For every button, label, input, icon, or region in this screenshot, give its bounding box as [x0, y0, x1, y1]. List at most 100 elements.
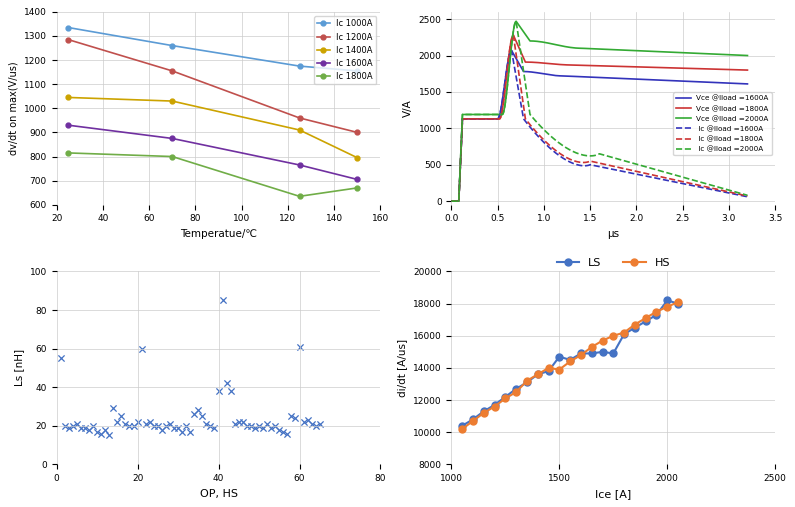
Point — [119, 420, 132, 428]
Point — [188, 410, 200, 418]
Y-axis label: dv/dt on max(V/us): dv/dt on max(V/us) — [8, 61, 18, 155]
HS — [598, 338, 607, 344]
LS — [490, 402, 499, 408]
LS — [457, 423, 467, 429]
HS — [662, 304, 672, 310]
Vce @Iload =2000A — [743, 53, 752, 59]
Point — [99, 425, 111, 433]
HS — [652, 309, 661, 315]
LS — [555, 353, 564, 359]
LS — [598, 349, 607, 355]
 Ic @Iload =2000A — [525, 112, 535, 118]
 Ic @Iload =1800A — [737, 192, 747, 198]
Legend: Ic 1000A, Ic 1200A, Ic 1400A, Ic 1600A, Ic 1800A: Ic 1000A, Ic 1200A, Ic 1400A, Ic 1600A, … — [314, 16, 376, 84]
 Ic @Iload =1800A — [509, 32, 518, 38]
Vce @Iload =2000A — [590, 46, 599, 52]
LS — [608, 350, 618, 356]
Point — [216, 296, 229, 304]
Vce @Iload =1800A — [581, 62, 591, 68]
Point — [87, 422, 99, 430]
Point — [164, 420, 176, 428]
 Ic @Iload =2000A — [457, 133, 467, 139]
Point — [115, 412, 128, 420]
Point — [305, 420, 318, 428]
Point — [127, 422, 140, 430]
HS — [587, 344, 596, 350]
 Ic @Iload =1800A — [743, 193, 752, 199]
Point — [301, 416, 314, 424]
 Ic @Iload =1800A — [497, 109, 506, 115]
LS — [576, 350, 586, 356]
Point — [83, 425, 95, 433]
Y-axis label: V/A: V/A — [403, 99, 413, 117]
LS — [619, 331, 629, 337]
Point — [200, 420, 213, 428]
LS — [565, 357, 575, 363]
Vce @Iload =2000A — [657, 49, 667, 55]
Vce @Iload =1800A — [509, 32, 518, 38]
LS — [479, 408, 488, 414]
 Ic @Iload =1600A — [473, 116, 483, 122]
Vce @Iload =1600A — [648, 77, 657, 83]
HS — [673, 299, 683, 305]
LS — [522, 379, 532, 385]
Vce @Iload =1800A — [447, 198, 456, 204]
HS — [457, 426, 467, 432]
Vce @Iload =2000A — [541, 40, 551, 46]
HS — [479, 410, 488, 416]
Point — [172, 424, 184, 432]
 Ic @Iload =1600A — [519, 116, 529, 122]
HS — [544, 365, 553, 371]
Point — [232, 418, 245, 426]
Vce @Iload =1800A — [545, 60, 554, 66]
 Ic @Iload =1600A — [506, 47, 516, 53]
Line: Ic 1800A: Ic 1800A — [66, 151, 360, 199]
Point — [143, 418, 156, 426]
Point — [62, 424, 75, 432]
Point — [156, 425, 169, 433]
 Ic @Iload =2000A — [500, 104, 510, 110]
 Ic @Iload =1800A — [447, 198, 456, 204]
X-axis label: OP, HS: OP, HS — [200, 489, 238, 499]
X-axis label: Ice [A]: Ice [A] — [595, 489, 631, 499]
 Ic @Iload =1600A — [454, 198, 463, 204]
Line: Vce @Iload =1800A: Vce @Iload =1800A — [452, 35, 747, 201]
 Ic @Iload =1800A — [454, 198, 463, 204]
Ic 1600A — [64, 122, 73, 128]
LS — [652, 312, 661, 318]
Point — [71, 420, 83, 428]
Vce @Iload =2000A — [511, 18, 521, 24]
LS — [587, 350, 596, 356]
Vce @Iload =1600A — [531, 69, 541, 76]
Ic 1800A — [295, 193, 304, 199]
Point — [245, 422, 258, 430]
HS — [490, 404, 499, 410]
Y-axis label: Ls [nH]: Ls [nH] — [14, 349, 24, 386]
X-axis label: Temperatue/℃: Temperatue/℃ — [180, 229, 257, 239]
Vce @Iload =1600A — [572, 74, 582, 80]
Point — [257, 424, 270, 432]
Ic 1400A — [64, 94, 73, 100]
Point — [58, 422, 71, 430]
Vce @Iload =2000A — [511, 18, 521, 24]
Point — [293, 343, 306, 351]
Point — [75, 424, 87, 432]
Ic 1200A — [168, 68, 177, 74]
Ic 1200A — [295, 115, 304, 121]
Point — [228, 420, 241, 428]
Point — [111, 418, 124, 426]
Point — [152, 422, 165, 430]
Ic 1000A — [168, 43, 177, 49]
HS — [511, 389, 521, 395]
Line:  Ic @Iload =2000A: Ic @Iload =2000A — [452, 21, 747, 201]
Point — [241, 422, 254, 430]
LS — [641, 318, 650, 324]
 Ic @Iload =2000A — [454, 198, 463, 204]
Line: Ic 1200A: Ic 1200A — [66, 37, 360, 135]
Point — [269, 422, 281, 430]
Point — [54, 354, 67, 363]
Point — [107, 405, 119, 413]
HS — [522, 378, 532, 384]
Point — [79, 424, 91, 432]
LS — [673, 301, 683, 307]
